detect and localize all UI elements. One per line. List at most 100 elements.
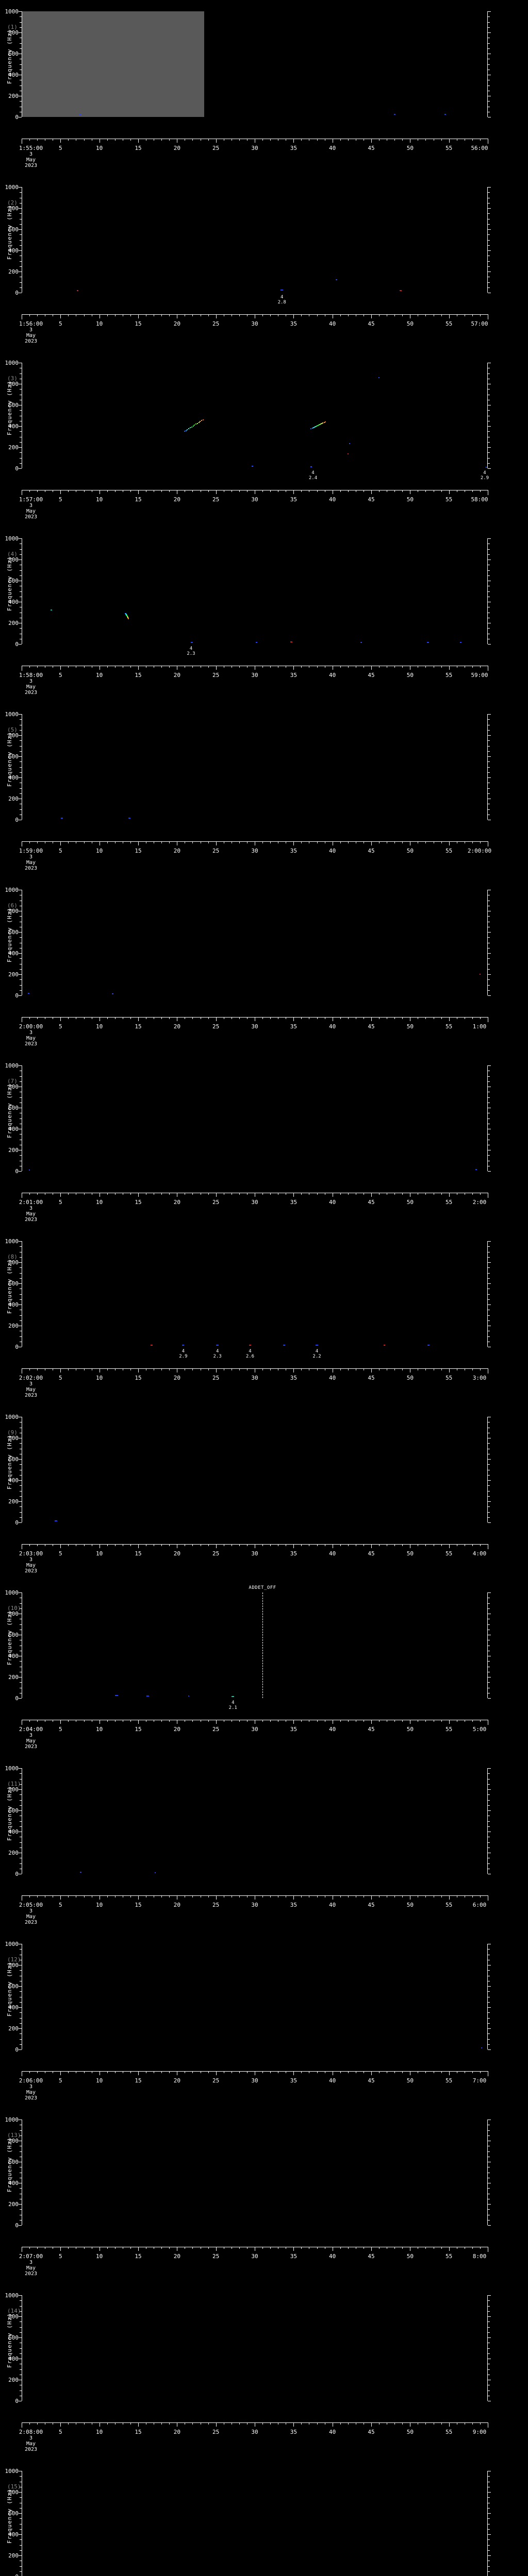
spectral-feature <box>255 642 257 643</box>
x-tick <box>60 2422 61 2427</box>
x-tick <box>472 490 473 492</box>
x-tick <box>84 666 85 668</box>
y-tick-label: 800 <box>8 205 19 212</box>
x-tick <box>449 1895 450 1900</box>
x-tick-label: 10 <box>96 1199 103 1206</box>
x-tick <box>371 1193 372 1197</box>
y-axis-title: Frequency (Hz) <box>6 28 13 84</box>
y-tick <box>488 64 490 65</box>
x-tick-label: 40 <box>329 145 336 151</box>
x-tick <box>441 2071 442 2073</box>
x-tick <box>270 1017 271 1019</box>
plot-area[interactable] <box>22 890 488 995</box>
x-tick <box>84 2071 85 2073</box>
plot-area[interactable] <box>22 2120 488 2225</box>
plot-area[interactable] <box>22 187 488 293</box>
plot-area[interactable] <box>22 1417 488 1522</box>
x-tick <box>301 1895 302 1897</box>
y-tick-label: 600 <box>8 226 19 233</box>
spectral-feature <box>54 1520 57 1522</box>
y-axis-right <box>487 714 491 820</box>
plot-area[interactable] <box>22 11 488 117</box>
spectral-chirp-segment <box>187 429 188 430</box>
y-tick <box>488 447 491 448</box>
y-tick-label: 200 <box>8 93 19 99</box>
x-tick <box>84 1544 85 1546</box>
x-tick <box>317 490 318 492</box>
x-tick <box>472 1017 473 1019</box>
spectral-chirp-segment <box>198 421 200 423</box>
x-tick <box>472 1544 473 1546</box>
x-tick <box>246 2247 248 2249</box>
x-tick <box>246 666 248 668</box>
y-tick <box>19 1065 22 1066</box>
x-tick <box>84 1895 85 1897</box>
x-tick-label: 45 <box>368 320 375 327</box>
x-tick-label: 10 <box>96 848 103 854</box>
x-tick-label-start: 1:56:00 <box>19 320 43 327</box>
x-tick <box>270 1720 271 1722</box>
spectral-chirp-segment <box>320 423 322 425</box>
x-tick-label: 35 <box>290 145 297 151</box>
x-tick <box>441 1544 442 1546</box>
x-tick <box>340 1544 341 1546</box>
x-tick <box>208 2422 209 2425</box>
y-tick-label: 200 <box>8 2377 19 2383</box>
x-tick <box>60 841 61 845</box>
x-tick-label: 5 <box>59 145 62 151</box>
plot-area[interactable] <box>22 538 488 644</box>
x-tick-label: 40 <box>329 2429 336 2435</box>
x-tick <box>425 2247 426 2249</box>
plot-area[interactable] <box>22 1065 488 1171</box>
plot-area[interactable] <box>22 1241 488 1347</box>
x-tick <box>472 2247 473 2249</box>
y-tick <box>20 1608 22 1609</box>
spectral-chirp-segment <box>323 421 325 423</box>
y-tick <box>488 410 490 411</box>
y-tick <box>20 1784 22 1785</box>
x-tick <box>216 666 217 670</box>
plot-area[interactable] <box>22 1592 488 1698</box>
plot-area[interactable] <box>22 1768 488 1874</box>
x-tick <box>293 314 294 318</box>
x-tick <box>379 314 380 316</box>
y-tick <box>488 1789 491 1790</box>
panel-index-label: (7) <box>7 1078 18 1084</box>
x-tick <box>130 139 131 141</box>
spectral-feature <box>146 1696 149 1697</box>
x-tick <box>208 1017 209 1019</box>
x-tick <box>138 490 139 494</box>
x-tick <box>317 2422 318 2425</box>
spectral-feature <box>188 1696 189 1697</box>
y-tick <box>488 644 491 645</box>
x-tick-label: 10 <box>96 1550 103 1557</box>
x-tick <box>480 1017 481 1019</box>
x-tick <box>169 1017 170 1019</box>
plot-area[interactable] <box>22 2295 488 2401</box>
plot-area[interactable] <box>22 714 488 820</box>
x-tick <box>107 490 108 492</box>
y-tick <box>19 2204 22 2205</box>
y-tick <box>20 1490 22 1492</box>
plot-area[interactable] <box>22 2471 488 2576</box>
y-tick <box>488 224 490 225</box>
x-tick <box>130 2071 131 2073</box>
x-tick-label-start: 2:05:00 <box>19 1902 43 1908</box>
y-axis-right <box>487 2471 491 2576</box>
x-tick-label: 30 <box>251 1726 258 1733</box>
x-tick <box>29 1895 30 1897</box>
y-tick <box>488 1490 490 1492</box>
plot-area[interactable] <box>22 363 488 468</box>
x-tick <box>161 841 162 843</box>
plot-area[interactable] <box>22 1944 488 2049</box>
x-tick <box>138 841 139 845</box>
y-tick-label: 400 <box>8 1301 19 1308</box>
x-tick <box>130 490 131 492</box>
x-tick <box>107 1017 108 1019</box>
x-tick <box>402 1720 403 1722</box>
x-tick <box>138 2247 139 2251</box>
y-tick-label: 800 <box>8 1962 19 1969</box>
x-tick-label: 15 <box>135 1550 142 1557</box>
x-tick-label: 30 <box>251 320 258 327</box>
x-tick <box>107 841 108 843</box>
